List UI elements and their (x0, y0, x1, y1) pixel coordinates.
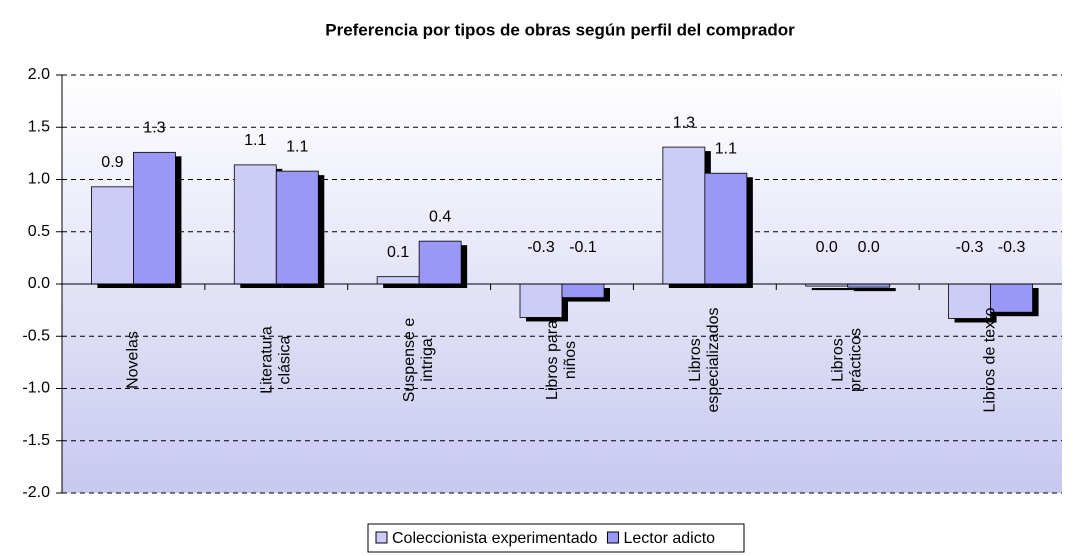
y-tick-label: -1.5 (22, 432, 50, 449)
y-tick-label: 0.0 (28, 275, 50, 292)
x-tick-label: Novelas (125, 331, 142, 389)
bar (275, 170, 319, 285)
data-label: 1.1 (244, 132, 266, 149)
x-tick-label: Librosespecializados (687, 308, 722, 413)
x-tick-label: Libros paraniños (544, 320, 579, 400)
y-tick-label: -0.5 (22, 327, 50, 344)
bar (418, 240, 462, 285)
bar (948, 283, 991, 319)
bar (376, 276, 420, 285)
data-label: 0.9 (101, 154, 123, 171)
data-label: 1.3 (143, 120, 165, 137)
bar (233, 164, 277, 285)
data-label: 1.1 (286, 138, 308, 155)
legend-label: Coleccionista experimentado (392, 530, 598, 547)
data-label: 0.4 (429, 208, 451, 225)
legend-swatch (606, 531, 619, 544)
legend-label: Lector adicto (623, 530, 715, 547)
y-tick-label: 0.5 (28, 223, 50, 240)
data-label: -0.3 (956, 239, 984, 256)
bar (990, 283, 1033, 313)
y-tick-label: -1.0 (22, 380, 50, 397)
data-label: 0.0 (858, 239, 880, 256)
bar (704, 172, 748, 285)
bar (133, 151, 176, 285)
bar (91, 186, 134, 285)
data-label: 0.1 (387, 244, 409, 261)
x-tick-label: Literaturaclásica (259, 326, 294, 394)
data-label: 1.1 (715, 140, 737, 157)
bar-shadow (853, 288, 896, 292)
data-label: -0.3 (998, 239, 1026, 256)
x-tick-label: Libros de texto (982, 307, 999, 412)
bar (561, 283, 605, 298)
y-tick-label: 1.5 (28, 118, 50, 135)
bar-shadow (811, 288, 854, 291)
data-label: -0.1 (569, 239, 597, 256)
x-tick-label: Librosprácticos (830, 328, 865, 392)
y-tick-label: 1.0 (28, 171, 50, 188)
legend-swatch (375, 531, 388, 544)
y-tick-label: 2.0 (28, 66, 50, 83)
legend-box (367, 523, 745, 553)
chart-title: Preferencia por tipos de obras según per… (325, 20, 795, 39)
x-tick-label: Suspense eintriga (401, 318, 436, 403)
y-tick-label: -2.0 (22, 484, 50, 501)
bar (519, 283, 563, 318)
data-label: 0.0 (816, 239, 838, 256)
bar (662, 146, 706, 285)
data-label: 1.3 (673, 114, 695, 131)
data-label: -0.3 (527, 239, 555, 256)
